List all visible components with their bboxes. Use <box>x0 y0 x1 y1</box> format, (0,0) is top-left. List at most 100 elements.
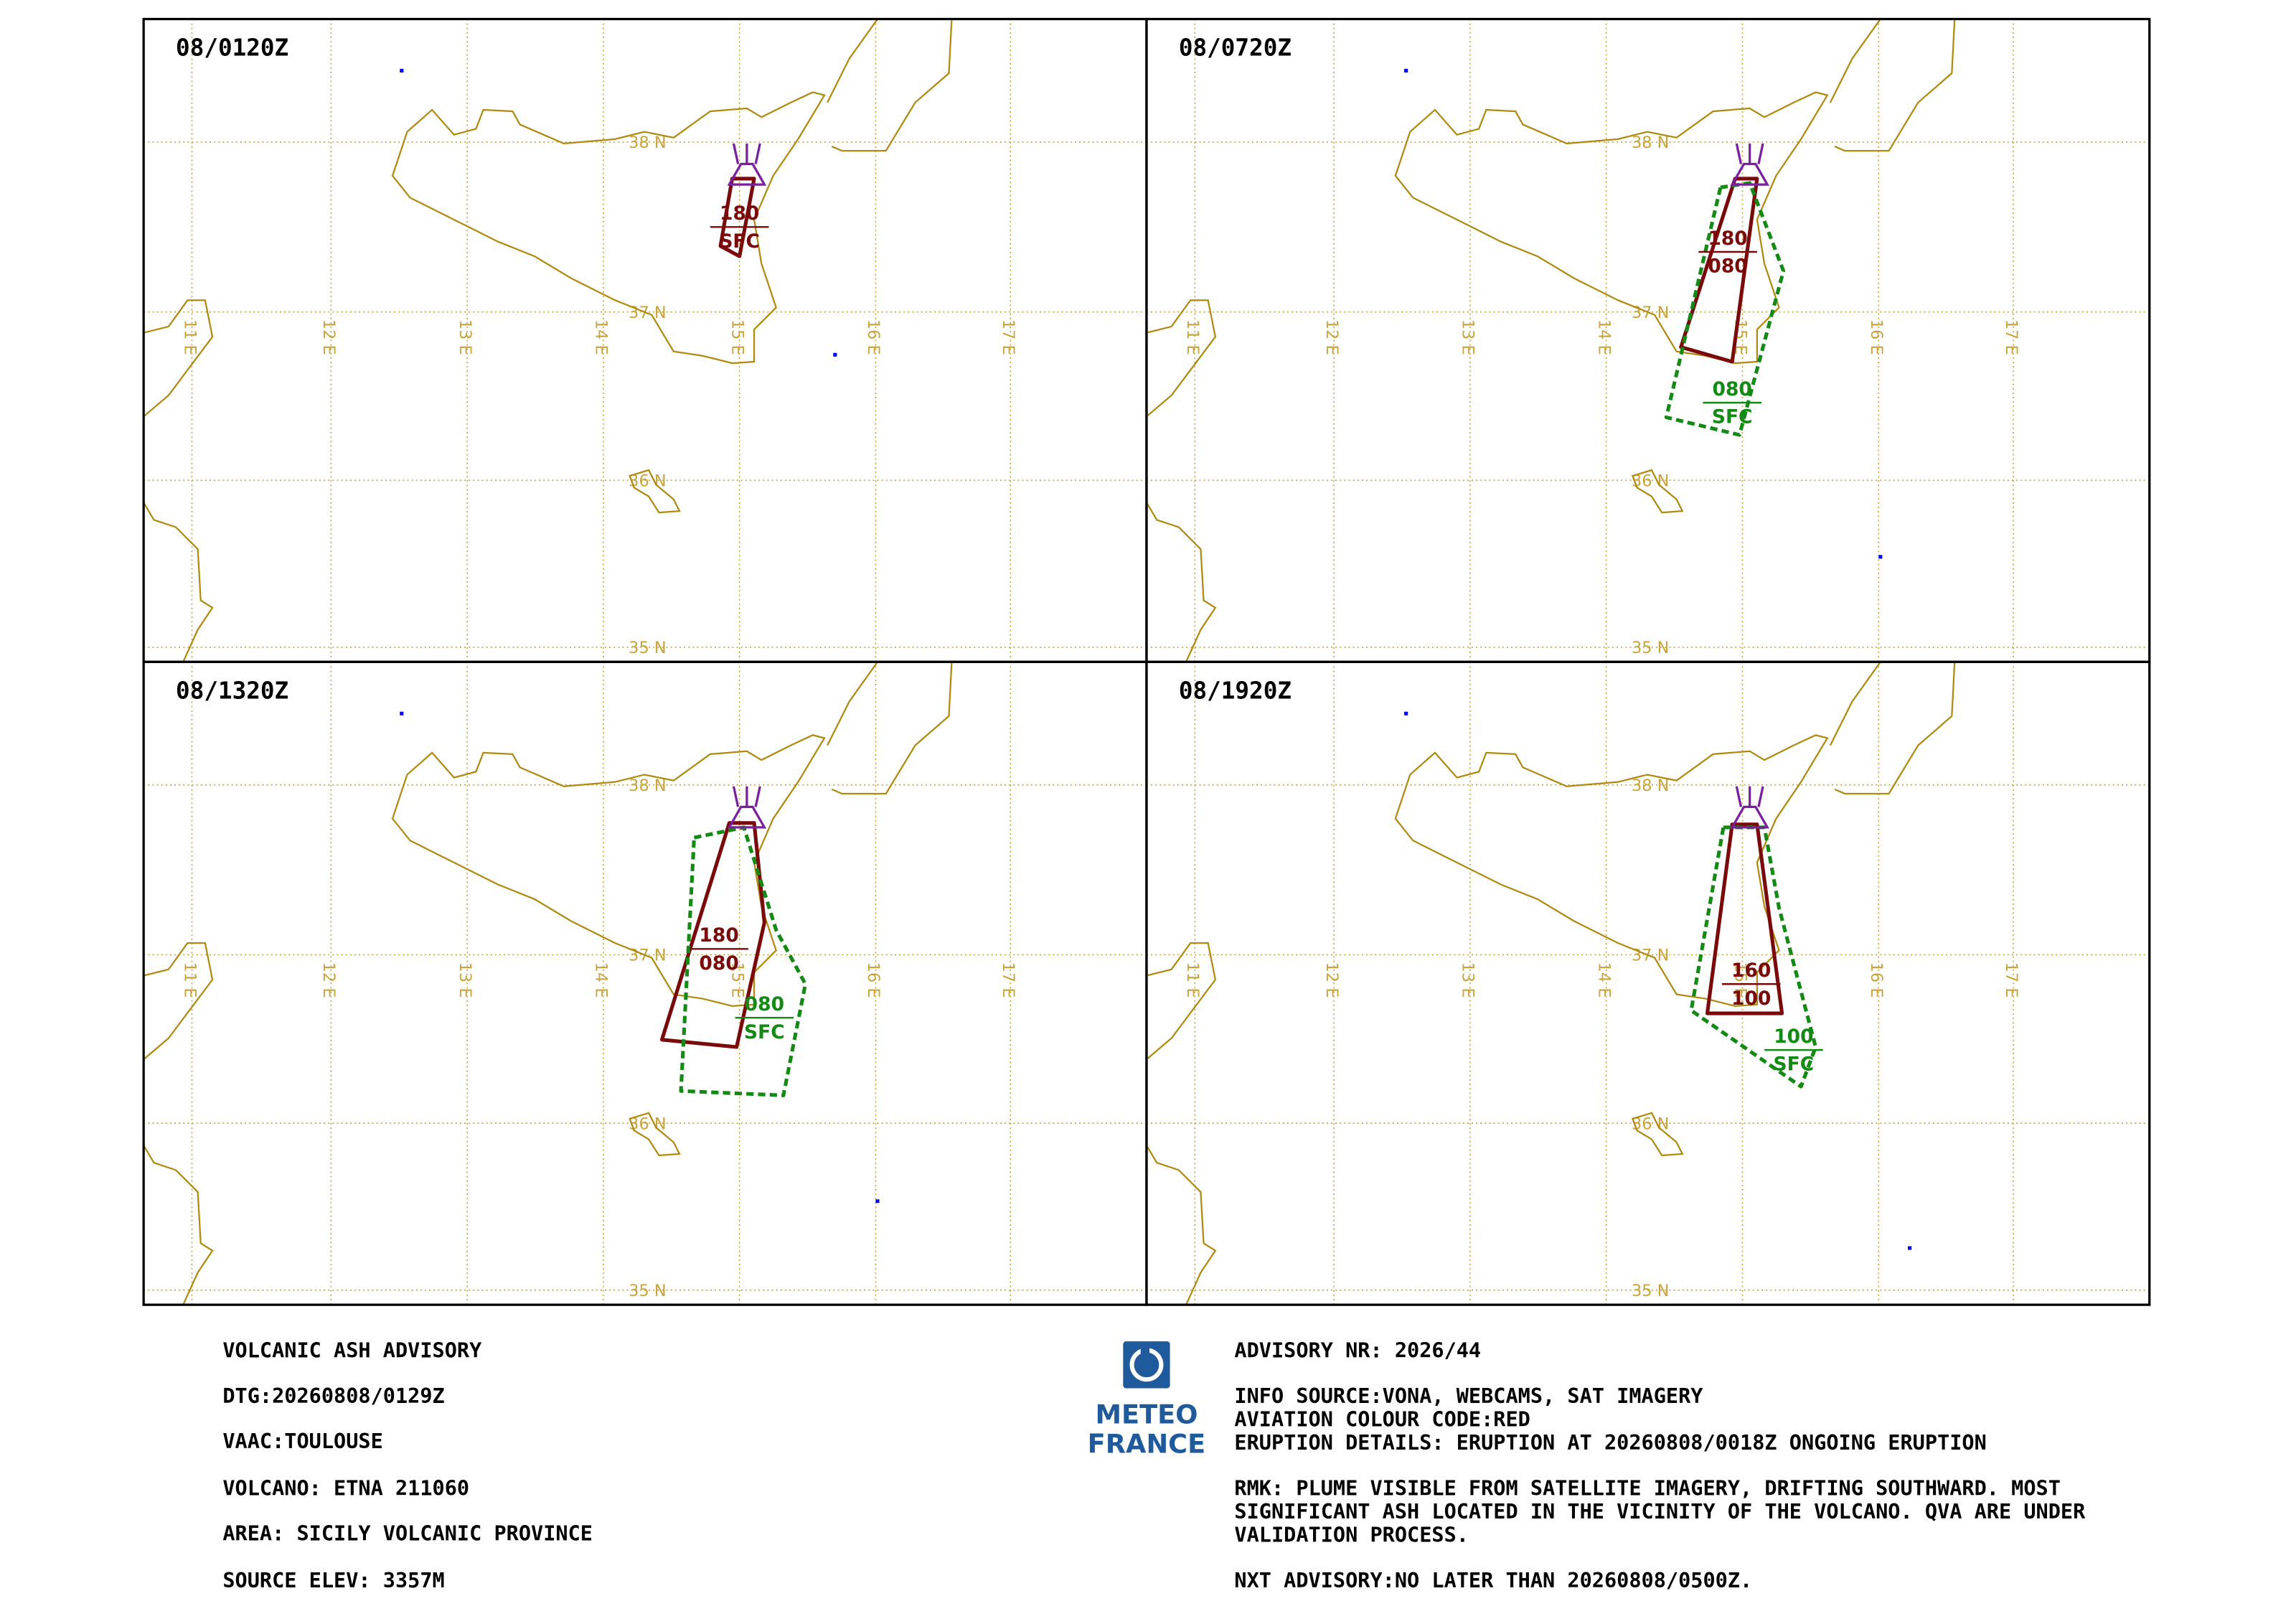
longitude-label: 12 E <box>319 962 338 998</box>
longitude-label: 16 E <box>864 962 883 998</box>
longitude-label: 17 E <box>2002 962 2020 998</box>
flight-level-base: SFC <box>719 230 760 253</box>
logo-text: METEO <box>1095 1399 1198 1430</box>
marker-dot <box>875 1199 880 1203</box>
panel-time: 08/1920Z <box>1179 677 1292 704</box>
coastline <box>144 19 953 662</box>
longitude-label: 11 E <box>180 319 199 355</box>
panel-time: 08/0120Z <box>176 34 288 62</box>
longitude-label: 12 E <box>319 319 338 355</box>
panel-frame <box>1145 17 2151 663</box>
coastline <box>1146 662 1956 1305</box>
advisory-line: RMK: PLUME VISIBLE FROM SATELLITE IMAGER… <box>1234 1475 2061 1500</box>
ash-cloud-upper <box>1679 177 1759 364</box>
coastline <box>144 662 953 1305</box>
panel-frame <box>1145 660 2151 1306</box>
latitude-label: 35 N <box>1632 639 1669 657</box>
map-panel: 11 E12 E13 E14 E15 E16 E17 E38 N37 N36 N… <box>142 17 1148 663</box>
longitude-label: 13 E <box>456 319 474 355</box>
flight-level-base: SFC <box>1712 406 1753 428</box>
panel-time: 08/0720Z <box>1179 34 1292 62</box>
flight-level-base: 080 <box>1708 255 1747 278</box>
volcano-symbol <box>1731 785 1769 829</box>
map-content: 11 E12 E13 E14 E15 E16 E17 E38 N37 N36 N… <box>144 662 1147 1305</box>
advisory-line: VOLCANO: ETNA 211060 <box>222 1475 469 1500</box>
marker-dot <box>400 68 404 73</box>
flight-level-top: 180 <box>720 202 759 225</box>
longitude-label: 12 E <box>1322 319 1341 355</box>
marker-dot <box>833 352 837 357</box>
marker-dot <box>400 711 404 715</box>
panel-frame <box>142 660 1148 1306</box>
marker-dot <box>1404 68 1408 73</box>
marker-dot <box>1404 711 1408 715</box>
advisory-line: NXT ADVISORY:NO LATER THAN 20260808/0500… <box>1234 1568 1752 1592</box>
advisory-line: SIGNIFICANT ASH LOCATED IN THE VICINITY … <box>1234 1499 2086 1524</box>
advisory-line: AREA: SICILY VOLCANIC PROVINCE <box>222 1521 593 1546</box>
longitude-label: 17 E <box>2002 319 2020 355</box>
marker-dot <box>1878 555 1883 559</box>
ash-cloud-upper <box>1705 822 1784 1015</box>
advisory-line: SOURCE ELEV: 3357M <box>222 1568 444 1592</box>
panel-frame <box>142 17 1148 663</box>
flight-level-top: 180 <box>1708 227 1747 250</box>
flight-level-base: SFC <box>744 1021 785 1043</box>
longitude-label: 11 E <box>180 962 199 998</box>
map-panel: 11 E12 E13 E14 E15 E16 E17 E38 N37 N36 N… <box>142 660 1148 1306</box>
latitude-label: 38 N <box>629 133 666 152</box>
longitude-label: 16 E <box>1867 319 1886 355</box>
map-content: 11 E12 E13 E14 E15 E16 E17 E38 N37 N36 N… <box>1146 19 2150 662</box>
advisory-line: VALIDATION PROCESS. <box>1234 1523 1469 1547</box>
latitude-label: 35 N <box>629 639 666 657</box>
latitude-label: 38 N <box>1632 776 1669 795</box>
latitude-label: 38 N <box>1632 133 1669 152</box>
logo-text: FRANCE <box>1088 1428 1206 1459</box>
longitude-label: 15 E <box>1731 962 1749 998</box>
advisory-line: DTG:20260808/0129Z <box>222 1384 444 1408</box>
longitude-label: 15 E <box>728 962 746 998</box>
flight-level-base: SFC <box>1774 1053 1815 1076</box>
longitude-label: 11 E <box>1183 962 1202 998</box>
longitude-label: 13 E <box>456 962 474 998</box>
longitude-label: 11 E <box>1183 319 1202 355</box>
longitude-label: 14 E <box>1594 319 1613 355</box>
ash-cloud-lower <box>1689 825 1818 1089</box>
advisory-line: ERUPTION DETAILS: ERUPTION AT 20260808/0… <box>1234 1430 1986 1455</box>
flight-level-top: 080 <box>745 993 784 1015</box>
longitude-label: 14 E <box>592 962 611 998</box>
latitude-label: 38 N <box>629 776 666 795</box>
map-panel: 11 E12 E13 E14 E15 E16 E17 E38 N37 N36 N… <box>1145 17 2151 663</box>
longitude-label: 17 E <box>999 962 1017 998</box>
panel-time: 08/1320Z <box>176 677 288 704</box>
longitude-label: 15 E <box>728 319 746 355</box>
flight-level-top: 100 <box>1774 1025 1813 1048</box>
coastline <box>1146 19 1956 662</box>
longitude-label: 13 E <box>1459 319 1477 355</box>
latitude-label: 35 N <box>629 1282 666 1300</box>
longitude-label: 14 E <box>592 319 611 355</box>
longitude-label: 13 E <box>1459 962 1477 998</box>
latitude-label: 35 N <box>1632 1282 1669 1300</box>
flight-level-top: 160 <box>1731 959 1771 982</box>
advisory-line: INFO SOURCE:VONA, WEBCAMS, SAT IMAGERY <box>1234 1384 1703 1408</box>
flight-level-top: 180 <box>699 924 738 947</box>
longitude-label: 12 E <box>1322 962 1341 998</box>
flight-level-top: 080 <box>1713 378 1752 400</box>
map-content: 11 E12 E13 E14 E15 E16 E17 E38 N37 N36 N… <box>144 19 1147 662</box>
map-content: 11 E12 E13 E14 E15 E16 E17 E38 N37 N36 N… <box>1146 662 2150 1305</box>
flight-level-base: 100 <box>1731 987 1771 1010</box>
longitude-label: 17 E <box>999 319 1017 355</box>
logo-gap <box>1140 1347 1150 1362</box>
flight-level-base: 080 <box>699 952 738 975</box>
ash-cloud-upper <box>718 177 756 258</box>
marker-dot <box>1908 1246 1912 1250</box>
longitude-label: 16 E <box>864 319 883 355</box>
advisory-line: ADVISORY NR: 2026/44 <box>1234 1338 1481 1363</box>
map-panel: 11 E12 E13 E14 E15 E16 E17 E38 N37 N36 N… <box>1145 660 2151 1306</box>
ash-cloud-upper <box>659 821 766 1049</box>
advisory-line: AVIATION COLOUR CODE:RED <box>1234 1407 1530 1432</box>
advisory-line: VOLCANIC ASH ADVISORY <box>222 1338 482 1363</box>
longitude-label: 16 E <box>1867 962 1886 998</box>
